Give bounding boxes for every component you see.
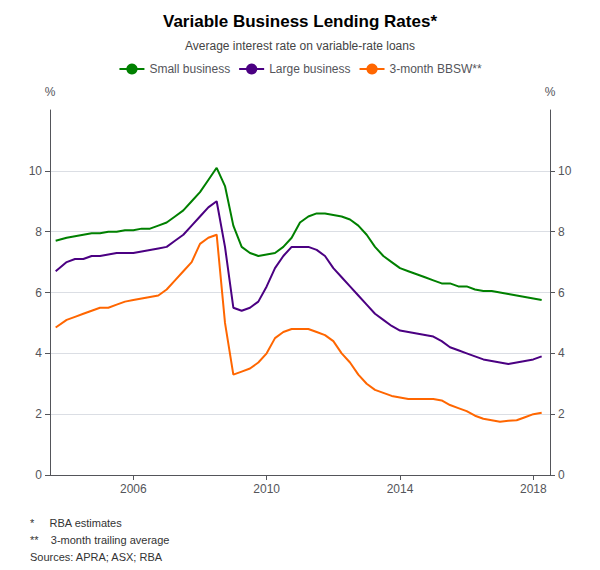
svg-text:0: 0 [35, 468, 42, 482]
svg-text:2: 2 [35, 407, 42, 421]
svg-text:** 3-month trailing average: ** 3-month trailing average [30, 534, 169, 546]
svg-text:3-month BBSW**: 3-month BBSW** [390, 62, 482, 76]
svg-text:10: 10 [558, 164, 572, 178]
svg-text:2006: 2006 [120, 482, 147, 496]
svg-text:Large business: Large business [269, 62, 350, 76]
svg-text:8: 8 [558, 225, 565, 239]
svg-text:2018: 2018 [520, 482, 547, 496]
svg-text:4: 4 [558, 346, 565, 360]
svg-text:6: 6 [558, 286, 565, 300]
svg-text:10: 10 [29, 164, 43, 178]
svg-text:0: 0 [558, 468, 565, 482]
svg-text:Sources: APRA; ASX; RBA: Sources: APRA; ASX; RBA [30, 551, 163, 563]
svg-text:2014: 2014 [387, 482, 414, 496]
svg-text:Average interest rate on varia: Average interest rate on variable-rate l… [185, 39, 415, 53]
svg-text:* RBA estimates: * RBA estimates [30, 517, 122, 529]
svg-text:6: 6 [35, 286, 42, 300]
svg-text:4: 4 [35, 346, 42, 360]
svg-text:Small business: Small business [149, 62, 230, 76]
svg-text:%: % [45, 85, 56, 99]
svg-text:2010: 2010 [253, 482, 280, 496]
svg-text:2: 2 [558, 407, 565, 421]
svg-text:8: 8 [35, 225, 42, 239]
svg-text:%: % [545, 85, 556, 99]
svg-text:Variable Business Lending Rate: Variable Business Lending Rates* [163, 12, 437, 31]
